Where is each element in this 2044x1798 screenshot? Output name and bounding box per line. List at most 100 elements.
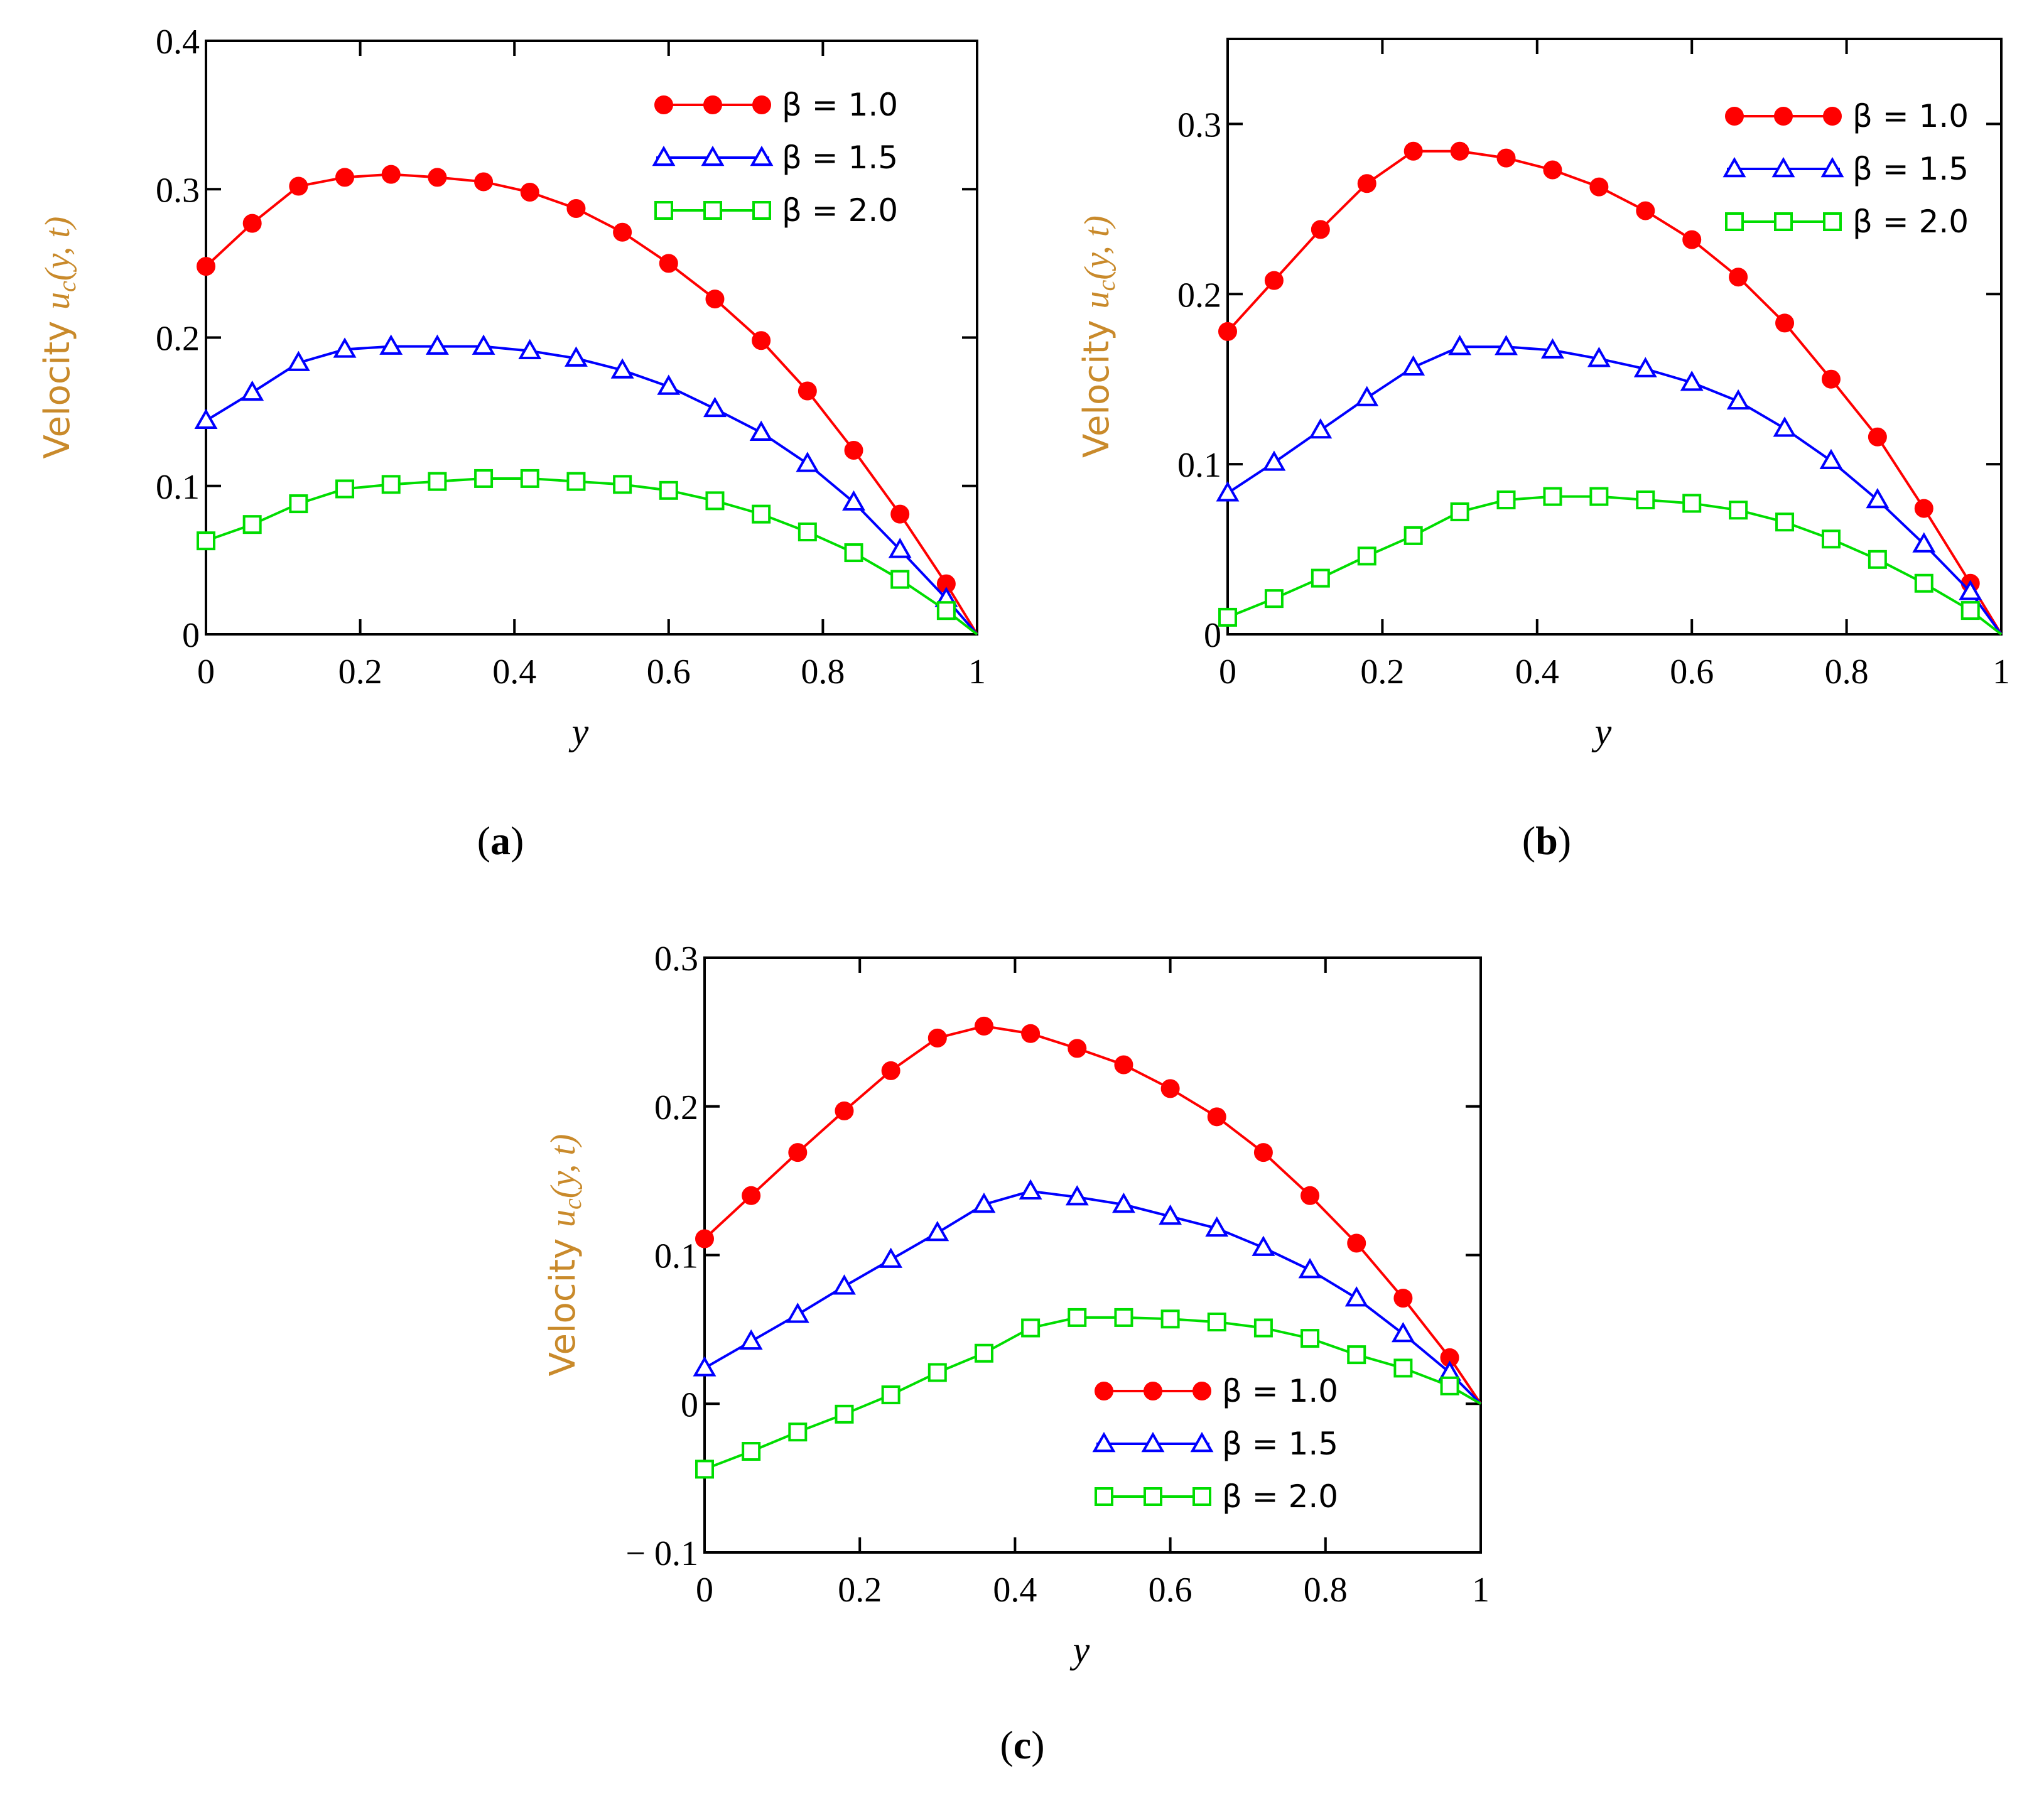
data-point bbox=[1682, 494, 1702, 513]
x-tick-label: 0.8 bbox=[1304, 1571, 1348, 1610]
data-point bbox=[564, 346, 588, 367]
data-point bbox=[879, 1247, 903, 1268]
data-point bbox=[289, 494, 308, 514]
legend-marker bbox=[1771, 156, 1795, 178]
data-point bbox=[1160, 1309, 1180, 1329]
data-point bbox=[657, 374, 681, 395]
data-point bbox=[705, 491, 725, 511]
x-tick-label: 0.4 bbox=[492, 653, 536, 691]
data-point bbox=[1495, 335, 1518, 355]
data-point bbox=[1357, 546, 1376, 566]
data-point bbox=[1450, 141, 1469, 161]
x-tick-label: 1 bbox=[1993, 653, 2010, 691]
data-point bbox=[335, 168, 355, 187]
legend-marker bbox=[654, 95, 673, 114]
caption-close: ) bbox=[1031, 1723, 1044, 1767]
data-point bbox=[289, 176, 308, 196]
y-label-symbol: u bbox=[1078, 291, 1117, 308]
data-point bbox=[1114, 1308, 1133, 1327]
data-point bbox=[788, 1422, 808, 1442]
y-tick-label: 0 bbox=[681, 1385, 698, 1424]
data-point bbox=[1726, 389, 1750, 410]
x-tick-label: 1 bbox=[968, 653, 986, 691]
data-point bbox=[974, 1016, 993, 1036]
x-tick-label: 0.2 bbox=[838, 1571, 882, 1610]
legend-marker bbox=[1823, 212, 1842, 231]
data-point bbox=[1402, 355, 1425, 376]
data-point bbox=[1403, 526, 1423, 545]
series-square bbox=[197, 468, 978, 636]
x-tick-label: 0.6 bbox=[1149, 1571, 1192, 1610]
caption-open: ( bbox=[1522, 818, 1535, 863]
data-point bbox=[1298, 1258, 1322, 1279]
data-point bbox=[335, 479, 355, 499]
data-point bbox=[786, 1302, 809, 1323]
y-tick-label: 0.2 bbox=[654, 1088, 698, 1127]
data-point bbox=[613, 475, 632, 494]
data-point bbox=[1111, 1192, 1135, 1213]
series-square bbox=[695, 1308, 1481, 1479]
y-tick-label: − 0.1 bbox=[625, 1534, 698, 1573]
y-label-prefix: Velocity bbox=[37, 310, 78, 458]
data-point bbox=[1347, 1233, 1366, 1253]
data-point bbox=[1821, 369, 1841, 389]
data-point bbox=[1068, 1308, 1087, 1327]
data-point bbox=[742, 1442, 761, 1461]
x-tick-label: 0.4 bbox=[993, 1571, 1037, 1610]
data-point bbox=[1540, 338, 1564, 359]
data-point bbox=[1300, 1186, 1320, 1205]
data-point bbox=[1021, 1024, 1041, 1043]
data-point bbox=[926, 1220, 949, 1242]
legend-marker bbox=[1144, 1487, 1162, 1506]
legend-marker bbox=[1144, 1382, 1162, 1400]
data-point bbox=[1636, 201, 1655, 220]
legend-marker bbox=[1192, 1487, 1211, 1506]
data-point bbox=[1065, 1185, 1089, 1206]
data-point bbox=[788, 1143, 808, 1162]
data-point bbox=[1019, 1179, 1042, 1200]
legend-marker bbox=[1141, 1431, 1165, 1453]
data-point bbox=[695, 1460, 714, 1479]
y-label-subscript: c bbox=[53, 281, 81, 292]
y-label-symbol: u bbox=[38, 292, 77, 310]
data-point bbox=[1264, 589, 1284, 609]
data-point bbox=[1218, 322, 1237, 341]
data-point bbox=[1819, 448, 1843, 469]
legend-marker bbox=[703, 201, 722, 220]
data-point bbox=[1729, 501, 1748, 520]
y-tick-label: 0 bbox=[182, 616, 200, 655]
data-point bbox=[1959, 580, 1982, 600]
caption-close: ) bbox=[511, 818, 524, 863]
data-point bbox=[1775, 512, 1795, 532]
legend-marker bbox=[1192, 1382, 1211, 1400]
caption-open: ( bbox=[1000, 1723, 1013, 1767]
data-point bbox=[1450, 502, 1469, 521]
data-point bbox=[1496, 148, 1516, 168]
panel-caption: (b) bbox=[1522, 818, 1571, 863]
data-point bbox=[1253, 1318, 1273, 1338]
data-point bbox=[1311, 220, 1330, 239]
data-point bbox=[333, 337, 357, 358]
data-point bbox=[197, 257, 215, 276]
legend-marker bbox=[1095, 1382, 1113, 1400]
data-point bbox=[428, 472, 447, 491]
data-point bbox=[835, 1404, 854, 1424]
data-point bbox=[844, 543, 863, 563]
x-axis-label: y bbox=[1069, 1629, 1090, 1671]
data-point bbox=[796, 452, 819, 472]
y-axis-label: Velocity uc(y, t) bbox=[37, 217, 81, 459]
data-point bbox=[1682, 230, 1702, 249]
data-point bbox=[472, 334, 495, 355]
y-axis-label: Velocity uc(y, t) bbox=[1076, 215, 1120, 458]
data-point bbox=[659, 254, 678, 273]
data-point bbox=[1543, 160, 1562, 180]
data-point bbox=[1587, 347, 1611, 367]
y-tick-label: 0.2 bbox=[1177, 276, 1221, 315]
legend-marker bbox=[1823, 107, 1842, 126]
caption-close: ) bbox=[1558, 818, 1571, 863]
data-point bbox=[520, 468, 539, 488]
data-point bbox=[1205, 1216, 1229, 1237]
